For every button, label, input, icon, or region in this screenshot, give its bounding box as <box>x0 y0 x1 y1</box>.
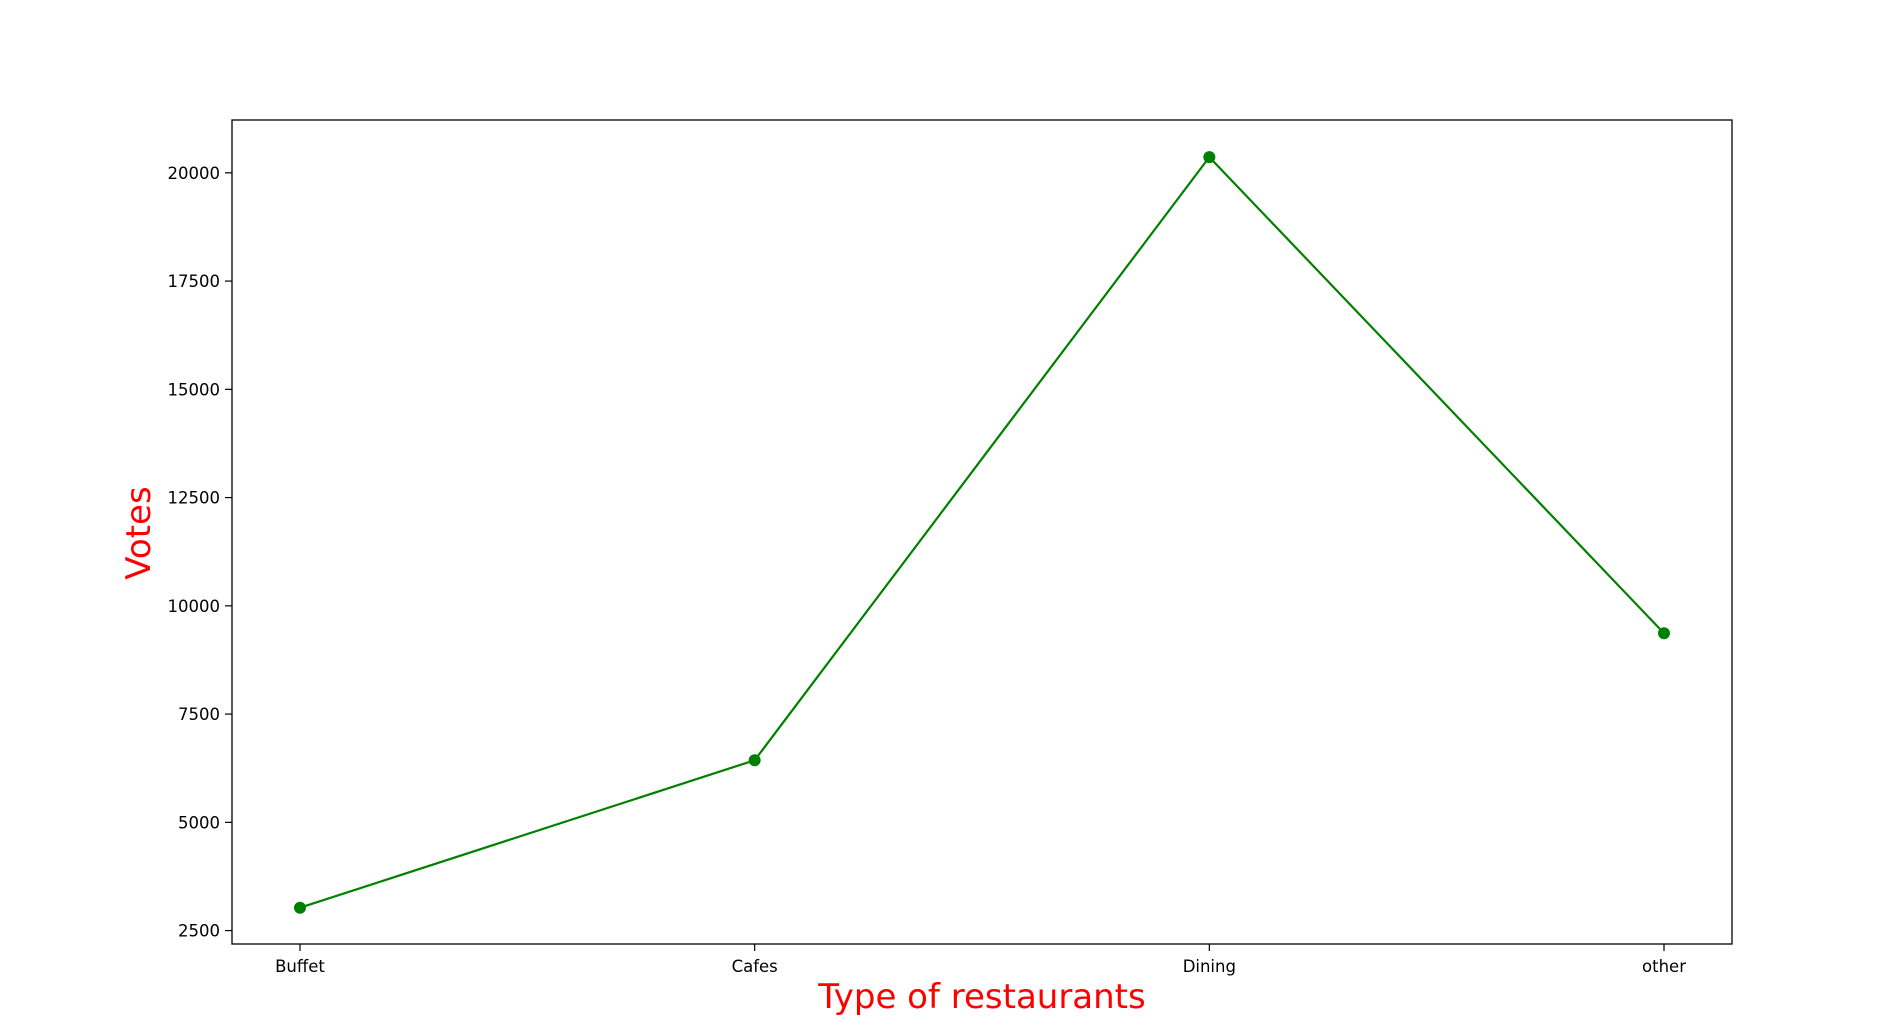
y-axis-title: Votes <box>119 486 159 579</box>
y-tick-label: 17500 <box>168 272 221 291</box>
y-tick-label: 10000 <box>168 597 221 616</box>
x-tick-label: Dining <box>1183 957 1236 976</box>
data-point <box>1658 627 1670 640</box>
y-tick-label: 2500 <box>178 922 220 941</box>
data-point <box>294 901 306 914</box>
y-tick-label: 12500 <box>168 489 221 508</box>
x-tick-label: other <box>1642 957 1686 976</box>
plot-area-frame <box>231 119 1733 945</box>
y-tick-label: 5000 <box>178 813 220 832</box>
x-axis-ticks: Buffet Cafes Dining other <box>275 944 1686 976</box>
y-axis-ticks: 2500 5000 7500 10000 12500 15000 17500 20000 <box>168 164 232 941</box>
x-tick-label: Buffet <box>275 957 325 976</box>
series-line <box>298 156 1666 909</box>
y-tick-label: 15000 <box>168 380 221 399</box>
x-axis-title: Type of restaurants <box>817 977 1145 1017</box>
series-layer <box>294 151 1670 914</box>
x-tick-label: Cafes <box>732 957 778 976</box>
data-point <box>748 754 761 767</box>
y-tick-label: 20000 <box>168 164 221 183</box>
data-point <box>1203 151 1216 164</box>
y-tick-label: 7500 <box>178 705 220 724</box>
